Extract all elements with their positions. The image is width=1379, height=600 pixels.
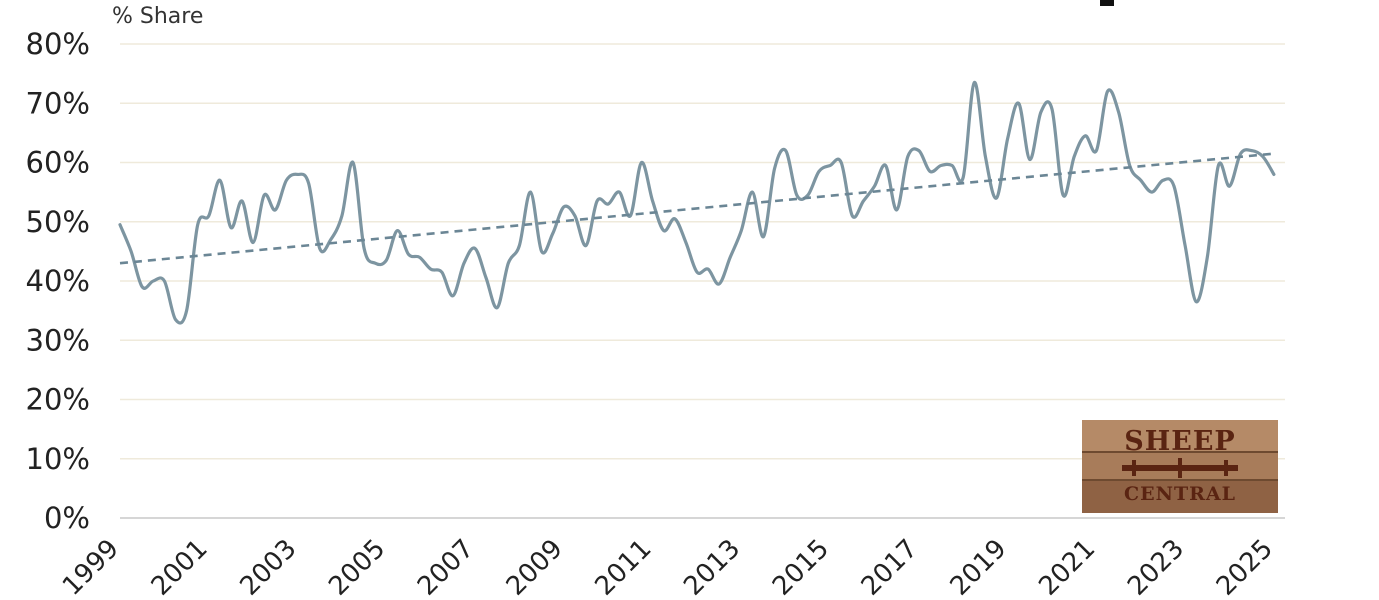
x-tick-label: 2007 <box>412 534 480 600</box>
x-tick-label: 2009 <box>501 534 569 600</box>
y-tick-label: 60% <box>26 146 90 180</box>
y-tick-label: 50% <box>26 205 90 239</box>
logo-text-sheep: SHEEP <box>1124 426 1235 457</box>
x-tick-label: 2013 <box>678 534 746 600</box>
logo-text-central: CENTRAL <box>1124 483 1236 505</box>
x-tick-label: 2015 <box>767 534 835 600</box>
x-tick-label: 2001 <box>146 534 214 600</box>
y-tick-label: 80% <box>26 27 90 61</box>
x-tick-label: 2003 <box>234 534 302 600</box>
x-axis-ticks: 1999 2001 2003 2005 2007 2009 2011 2013 2015 2017… <box>57 534 1279 600</box>
y-tick-label: 70% <box>26 86 90 120</box>
x-tick-label: 2017 <box>856 534 924 600</box>
y-tick-label: 40% <box>26 264 90 298</box>
y-tick-label: 10% <box>26 442 90 476</box>
sheep-central-logo: SHEEP CENTRAL <box>1082 420 1278 513</box>
x-tick-label: 2023 <box>1122 534 1190 600</box>
x-tick-label: 2011 <box>590 534 658 600</box>
y-axis-ticks: 0% 10% 20% 30% 40% 50% 60% 70% 80% <box>26 27 90 535</box>
y-tick-label: 20% <box>26 383 90 417</box>
shears-icon <box>1122 458 1238 478</box>
plot-area <box>118 80 1276 325</box>
x-tick-label: 1999 <box>57 534 125 600</box>
y-axis-label: % Share <box>112 4 203 29</box>
header-mark <box>1100 0 1114 6</box>
share-series-line <box>118 80 1276 325</box>
y-tick-label: 30% <box>26 323 90 357</box>
x-tick-label: 2019 <box>945 534 1013 600</box>
x-tick-label: 2025 <box>1211 534 1279 600</box>
trend-line <box>119 152 1275 265</box>
y-tick-label: 0% <box>44 501 90 535</box>
x-tick-label: 2005 <box>323 534 391 600</box>
x-tick-label: 2021 <box>1033 534 1101 600</box>
